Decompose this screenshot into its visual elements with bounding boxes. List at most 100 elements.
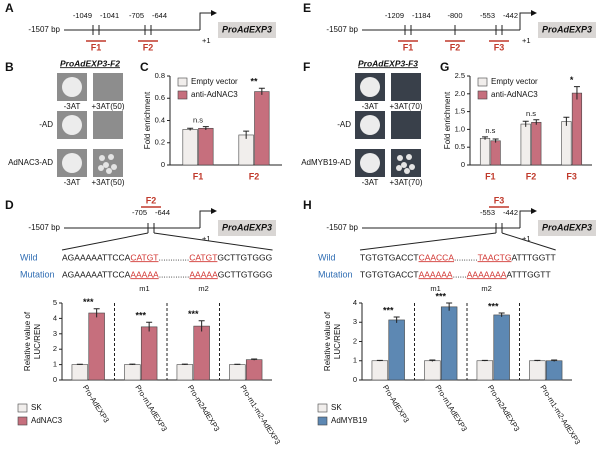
panel-label: F	[303, 60, 310, 74]
site-label: -705	[129, 11, 144, 20]
promoter-box	[538, 22, 596, 38]
y-tick-label: 2	[53, 344, 57, 353]
promoter-name: ProAdEXP3	[542, 24, 592, 34]
fragment-label: F2	[450, 42, 461, 52]
sequence-part: AGAAAAATTCCA	[62, 252, 131, 262]
legend-label: SK	[331, 403, 342, 412]
x-tick-label: Pro-AdEXP3	[381, 383, 411, 424]
promoter-name: ProAdEXP3	[542, 222, 592, 232]
y-tick-label: 2.0	[455, 89, 465, 98]
x-tick-label: Pro-AdEXP3	[81, 383, 111, 424]
bar	[490, 140, 501, 166]
colony-spot	[406, 154, 412, 160]
panel-label: E	[303, 1, 311, 15]
bar	[371, 360, 389, 381]
significance-label: ***	[383, 305, 394, 315]
bar	[198, 127, 214, 166]
legend-swatch	[17, 416, 28, 426]
legend-label: Empty vector	[491, 77, 538, 86]
significance-label: **	[250, 77, 258, 87]
bar	[193, 325, 210, 381]
y-axis-label: Fold enrichment	[443, 91, 452, 149]
x-tick-label: Pro-m1AdEXP3	[433, 383, 469, 433]
colony	[62, 153, 82, 173]
motif-label: m2	[198, 284, 208, 293]
x-tick-label: Pro-m2AdEXP3	[486, 383, 522, 433]
y-tick-label: 1.5	[455, 107, 465, 116]
bar	[529, 360, 546, 381]
start-label: -1507 bp	[326, 25, 358, 34]
bar	[561, 121, 572, 166]
panel-label: B	[5, 60, 14, 74]
site-label: -800	[447, 11, 462, 20]
promoter-box	[218, 220, 276, 236]
error-bar	[573, 86, 580, 100]
colony-spot	[397, 155, 403, 161]
error-bar	[429, 359, 436, 362]
x-tick-label: Pro-m1-m2-AdEXP3	[238, 383, 282, 446]
y-tick-label: 4	[353, 298, 357, 307]
error-bar	[243, 130, 250, 139]
bar	[245, 359, 263, 381]
panel-label: C	[140, 60, 149, 74]
significance-label: ***	[435, 291, 446, 301]
legend-swatch	[317, 416, 328, 426]
colony	[62, 115, 82, 135]
sequence-part: CATGT	[189, 252, 217, 262]
error-bar	[482, 136, 489, 140]
y-tick-label: 5	[53, 298, 57, 307]
panel-label: D	[5, 198, 14, 212]
error-bar	[181, 363, 188, 366]
error-bar	[187, 127, 194, 131]
y-axis-label: LUC/REN	[333, 324, 342, 359]
error-bar	[533, 119, 540, 125]
significance-label: ***	[83, 297, 94, 307]
row-label: AdNAC3-AD	[8, 158, 53, 167]
error-bar	[534, 359, 541, 362]
legend-swatch	[177, 90, 188, 100]
site-label: -1209	[385, 11, 404, 20]
y-tick-label: 0.6	[155, 93, 165, 102]
x-tick-label: F1	[485, 171, 496, 181]
colony-image	[391, 111, 421, 139]
column-label: -3AT	[64, 102, 81, 111]
column-label: -3AT	[362, 102, 379, 111]
legend-label: Empty vector	[191, 77, 238, 86]
legend-label: anti-AdNAC3	[191, 90, 238, 99]
error-bar	[498, 312, 505, 317]
zoom-line	[61, 232, 149, 251]
y-tick-label: 3	[53, 329, 57, 338]
significance-label: ***	[188, 309, 199, 319]
mutation-label: Mutation	[20, 269, 55, 279]
y-tick-label: 3	[353, 317, 357, 326]
tss-arrow	[199, 208, 217, 228]
error-bar	[393, 316, 400, 323]
site-label: -442	[503, 11, 518, 20]
significance-label: ***	[488, 301, 499, 311]
colony	[360, 77, 380, 97]
zoom-line	[501, 232, 556, 251]
row-label: AdMYB19-AD	[301, 158, 351, 167]
sequence-part: GCTTGTGGG	[217, 252, 272, 262]
tss-label: +1	[202, 36, 211, 45]
error-bar	[492, 138, 499, 143]
colony-spot	[99, 155, 105, 161]
error-bar	[551, 359, 558, 362]
legend-swatch	[177, 77, 188, 87]
bar	[176, 364, 194, 381]
sequence-part: AGAAAAATTCCA	[62, 269, 131, 279]
error-bar	[76, 363, 83, 365]
site-label: -442	[503, 208, 518, 217]
tss-label: +1	[522, 36, 531, 45]
x-tick-label: F3	[566, 171, 577, 181]
x-tick-label: Pro-m2AdEXP3	[186, 383, 222, 433]
bar	[254, 91, 270, 166]
colony	[360, 153, 380, 173]
y-tick-label: 1.0	[455, 124, 465, 133]
tss-label: +1	[202, 234, 211, 243]
error-bar	[563, 116, 570, 126]
y-tick-label: 0	[461, 160, 465, 169]
site-label: -1049	[73, 11, 92, 20]
bar	[388, 319, 405, 381]
sequence-part: AAAAA	[130, 269, 159, 279]
